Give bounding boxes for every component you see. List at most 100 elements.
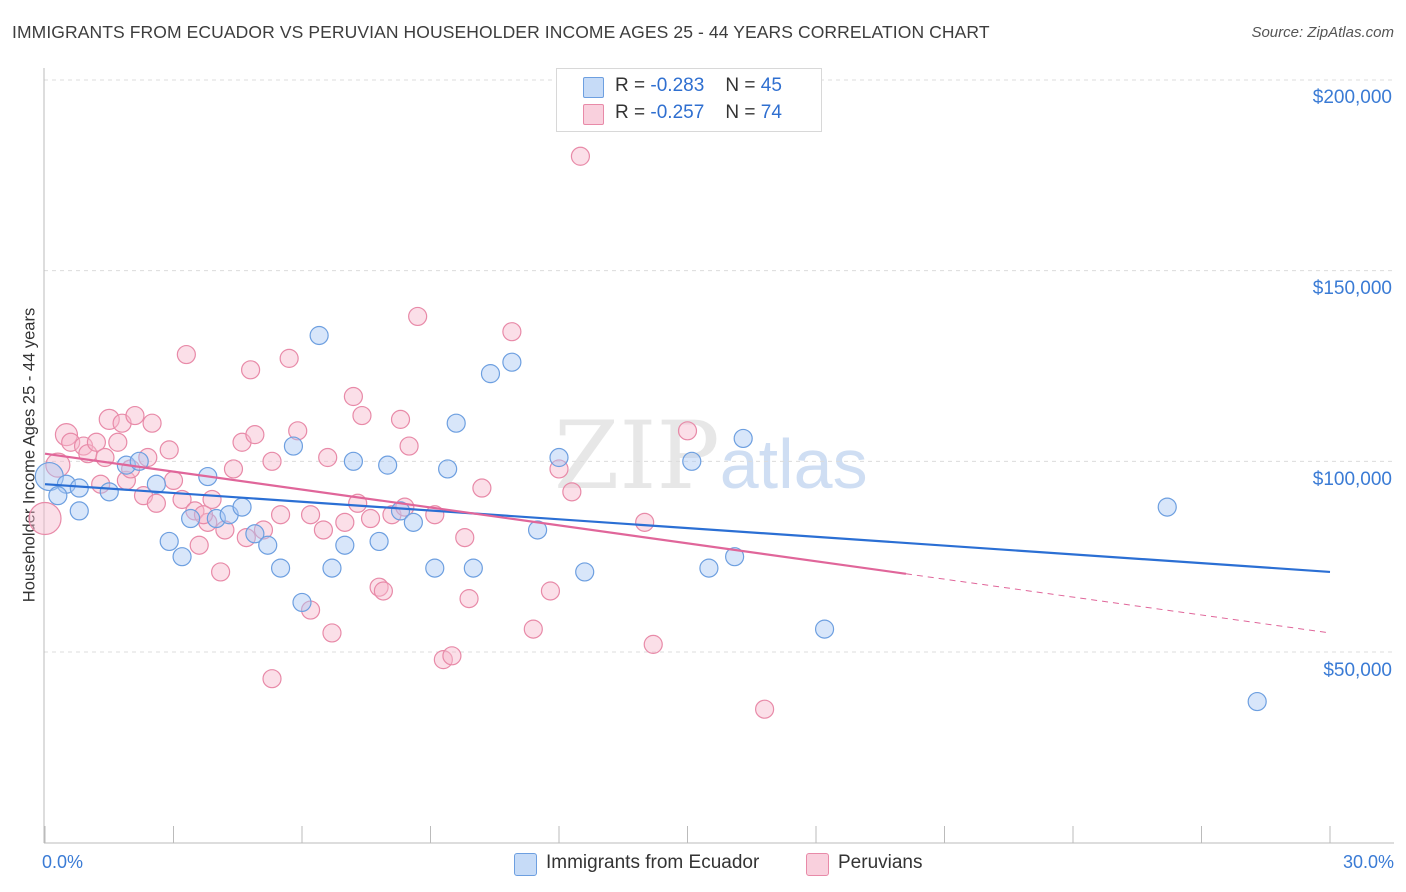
peruvian-point	[322, 623, 342, 643]
peruvian-point	[125, 405, 145, 426]
peruvian-point	[28, 501, 62, 536]
peruvian-point	[343, 386, 363, 407]
ecuador-point	[463, 558, 483, 578]
peruvian-point	[189, 535, 209, 555]
watermark-atlas: atlas	[719, 425, 868, 503]
ecuador-point	[390, 501, 411, 521]
ecuador-point	[181, 508, 201, 529]
legend-r-value: -0.283	[650, 75, 705, 96]
chart-title: IMMIGRANTS FROM ECUADOR VS PERUVIAN HOUS…	[12, 22, 990, 42]
ecuador-point	[69, 501, 89, 521]
peruvian-point	[390, 409, 411, 429]
legend-swatch-ecuador	[514, 853, 537, 876]
peruvian-point	[352, 405, 372, 426]
legend-swatch-ecuador	[583, 77, 604, 98]
ecuador-point	[34, 461, 64, 492]
peruvian-point	[300, 505, 321, 525]
ecuador-point	[549, 447, 569, 468]
ecuador-point	[480, 364, 501, 384]
y-tick-label: $50,000	[1323, 660, 1392, 681]
ecuador-point	[292, 592, 312, 613]
ecuador-point	[682, 451, 702, 471]
ecuador-point	[245, 524, 265, 544]
ecuador-point	[814, 619, 835, 639]
peruvian-point	[142, 413, 162, 433]
ecuador-trend-line	[44, 483, 1331, 574]
ecuador-point	[146, 474, 166, 494]
ecuador-point	[502, 352, 522, 372]
peruvian-point	[313, 520, 334, 540]
peruvian-point	[270, 505, 291, 525]
legend-swatch-peruvians	[806, 853, 829, 876]
ecuador-point	[309, 325, 329, 346]
peruvian-point	[643, 634, 663, 654]
peruvian-point	[176, 344, 196, 365]
peruvian-point	[211, 562, 231, 582]
ecuador-point	[172, 547, 192, 567]
peruvian-trend-line	[44, 452, 907, 575]
peruvian-point	[373, 581, 393, 601]
ecuador-point	[270, 558, 291, 578]
ecuador-point	[1247, 691, 1267, 712]
ecuador-point	[369, 531, 389, 552]
ecuador-point	[527, 520, 548, 540]
peruvian-point	[562, 482, 582, 502]
peruvian-point	[502, 322, 522, 342]
ecuador-point	[283, 436, 304, 456]
ecuador-point	[48, 486, 68, 506]
peruvian-point	[399, 436, 419, 456]
x-tick-label-right: 30.0%	[1342, 852, 1394, 872]
peruvian-point	[459, 589, 479, 609]
ecuador-point	[258, 535, 278, 555]
source-label: Source: ZipAtlas.com	[1251, 24, 1394, 41]
peruvian-point	[245, 425, 265, 445]
peruvian-point	[523, 619, 543, 639]
peruvian-point	[442, 646, 462, 666]
peruvian-point	[318, 447, 338, 468]
ecuador-point	[699, 558, 719, 578]
legend-r-value: -0.257	[650, 102, 705, 123]
ecuador-point	[232, 497, 252, 517]
legend-swatch-peruvians	[583, 104, 604, 125]
y-tick-label: $200,000	[1312, 87, 1392, 108]
peruvian-point	[223, 459, 244, 479]
peruvian-point	[108, 432, 128, 452]
peruvian-point	[549, 459, 569, 479]
ecuador-point	[725, 547, 745, 567]
ecuador-point	[99, 482, 119, 502]
peruvian-point	[635, 512, 655, 532]
peruvian-point	[455, 527, 475, 548]
legend-label-peruvians: Peruvians	[838, 852, 923, 873]
ecuador-point	[403, 512, 423, 532]
x-tick-label-left: 0.0%	[42, 852, 84, 872]
correlation-legend: R = -0.283 N = 45 R = -0.257 N = 74	[556, 68, 822, 132]
legend-r-label: R =	[615, 102, 646, 123]
peruvian-point	[61, 432, 81, 452]
watermark: ZIPatlas	[554, 402, 868, 511]
ecuador-point	[1157, 497, 1177, 517]
legend-n-value: 45	[760, 75, 782, 96]
peruvian-point	[288, 421, 308, 441]
legend-n-label: N =	[725, 75, 756, 96]
peruvian-point	[540, 581, 561, 601]
ecuador-point	[343, 451, 363, 471]
ecuador-point	[446, 413, 466, 433]
ecuador-point	[335, 535, 355, 555]
peruvian-point	[86, 432, 107, 452]
ecuador-point	[438, 459, 458, 479]
legend-label-ecuador: Immigrants from Ecuador	[546, 852, 760, 873]
peruvian-point	[146, 493, 166, 513]
ecuador-point	[575, 562, 595, 582]
watermark-zip: ZIP	[554, 402, 720, 511]
peruvian-point	[98, 408, 120, 430]
peruvian-point	[279, 348, 299, 368]
peruvian-point	[408, 306, 428, 327]
y-tick-label: $100,000	[1312, 469, 1392, 490]
peruvian-point	[159, 440, 179, 460]
y-tick-label: $150,000	[1312, 278, 1392, 299]
peruvian-point	[754, 699, 775, 719]
ecuador-point	[733, 428, 753, 449]
peruvian-point	[677, 421, 698, 441]
peruvian-point	[262, 669, 282, 689]
